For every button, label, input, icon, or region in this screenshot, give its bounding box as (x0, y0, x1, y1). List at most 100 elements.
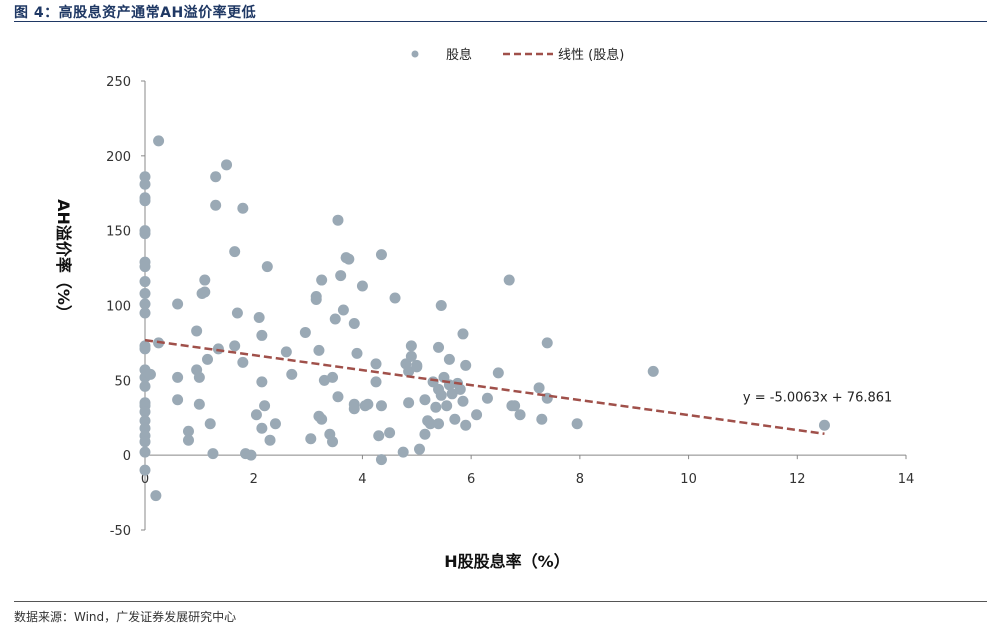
legend: 股息 线性 (股息) (411, 47, 624, 63)
data-point (403, 365, 415, 377)
data-point (351, 347, 363, 359)
data-points (139, 135, 830, 502)
data-point (348, 317, 360, 329)
data-point (454, 383, 466, 395)
data-point (536, 413, 548, 425)
data-point (375, 400, 387, 412)
y-tick-label: -50 (110, 524, 131, 539)
source-rule (14, 601, 987, 602)
data-point (139, 228, 151, 240)
data-point (269, 418, 281, 430)
x-tick-label: 8 (576, 472, 584, 487)
data-point (460, 359, 472, 371)
data-point (182, 425, 194, 437)
data-point (139, 406, 151, 418)
data-point (435, 300, 447, 311)
data-point (231, 307, 243, 319)
data-point (403, 397, 415, 409)
data-point (405, 350, 417, 362)
y-tick-label: 50 (114, 374, 131, 389)
data-point (449, 413, 461, 425)
data-point (414, 443, 426, 455)
data-point (373, 430, 385, 442)
data-point (172, 394, 184, 406)
data-point (286, 368, 298, 380)
data-point (446, 388, 458, 400)
data-point (335, 270, 347, 282)
x-tick-label: 4 (358, 472, 366, 487)
data-point (571, 418, 583, 430)
x-tick-label: 12 (789, 472, 806, 487)
data-point (204, 418, 216, 430)
title-rule (14, 21, 987, 22)
data-point (139, 178, 151, 190)
data-point (471, 409, 483, 421)
data-point (139, 261, 151, 273)
data-point (647, 365, 659, 377)
y-tick-label: 100 (106, 300, 131, 315)
data-point (139, 195, 151, 207)
x-tick-label: 10 (680, 472, 697, 487)
axes (141, 80, 907, 531)
x-tick-label: 6 (467, 472, 475, 487)
legend-label-dividend: 股息 (446, 47, 472, 63)
y-tick-label: 150 (106, 225, 131, 240)
data-point (405, 340, 417, 352)
y-axis-title: AH溢价率（%） (54, 199, 73, 321)
data-point (457, 328, 469, 340)
data-point (327, 371, 339, 383)
data-point (435, 389, 447, 401)
figure-title: 图 4：高股息资产通常AH溢价率更低 (14, 5, 257, 21)
data-point (210, 171, 222, 183)
data-point (139, 464, 151, 476)
data-point (139, 436, 151, 448)
data-point (443, 353, 455, 365)
data-point (329, 313, 341, 325)
data-point (212, 343, 224, 355)
data-point (514, 409, 526, 421)
data-point (541, 337, 553, 349)
data-point (343, 253, 355, 265)
data-point (419, 394, 431, 406)
data-point (457, 395, 469, 407)
data-point (139, 288, 151, 300)
data-point (221, 159, 233, 171)
data-point (411, 361, 423, 373)
data-point (430, 401, 442, 413)
data-point (384, 427, 396, 439)
data-point (245, 449, 257, 461)
data-point (256, 376, 268, 388)
data-point (229, 246, 241, 258)
data-point (264, 434, 276, 446)
data-point (199, 286, 211, 298)
data-point (332, 391, 344, 403)
data-point (460, 419, 472, 431)
data-point (250, 409, 262, 421)
legend-marker-dividend (411, 50, 419, 58)
data-point (441, 400, 453, 412)
data-point (172, 298, 184, 310)
data-point (191, 325, 203, 337)
data-point (356, 280, 368, 292)
data-point (419, 428, 431, 440)
data-point (253, 311, 265, 323)
y-tick-label: 0 (123, 449, 131, 464)
data-point (229, 340, 241, 352)
data-point (259, 400, 271, 412)
tick-labels: 0 2 4 6 8 10 12 14 -50 0 50 100 150 200 250 (106, 75, 914, 539)
data-point (144, 368, 156, 380)
data-point (202, 353, 214, 365)
data-point (503, 274, 515, 286)
data-point (153, 135, 165, 147)
data-point (256, 422, 268, 434)
y-tick-label: 250 (106, 75, 131, 90)
data-point (348, 403, 360, 415)
regression-equation: y = -5.0063x + 76.861 (743, 390, 892, 405)
data-point (492, 367, 504, 379)
data-point (313, 344, 325, 356)
data-point (509, 400, 521, 412)
data-point (305, 433, 317, 445)
data-point (362, 398, 374, 410)
data-point (237, 356, 249, 368)
data-point (193, 398, 205, 410)
